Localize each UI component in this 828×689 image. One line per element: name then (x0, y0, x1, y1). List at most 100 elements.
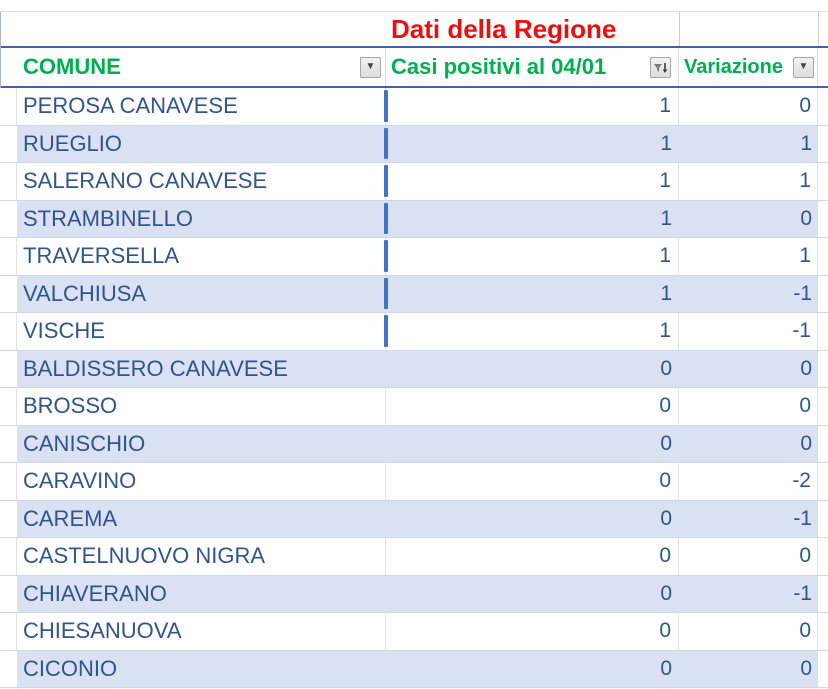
right-margin-cell (818, 501, 828, 538)
variazione-cell[interactable]: 0 (679, 538, 818, 575)
table-row: CHIAVERANO 0 -1 (0, 575, 828, 613)
comune-cell[interactable]: CICONIO (17, 650, 386, 687)
table-row: TRAVERSELLA 1 1 (0, 238, 828, 276)
table-row: BALDISSERO CANAVESE 0 0 (0, 350, 828, 388)
comune-cell[interactable]: TRAVERSELLA (17, 238, 386, 275)
casi-sort-filter-button[interactable] (650, 56, 671, 78)
casi-cell[interactable]: 1 (384, 200, 679, 237)
variazione-cell[interactable]: 0 (679, 88, 818, 125)
variazione-cell[interactable]: -1 (679, 275, 818, 312)
comune-name: CAREMA (23, 505, 118, 531)
comune-cell[interactable]: SALERANO CANAVESE (17, 163, 386, 200)
left-margin-cell (0, 201, 17, 238)
variazione-cell[interactable]: 0 (679, 425, 818, 462)
comune-cell[interactable]: PEROSA CANAVESE (17, 88, 386, 125)
sorted-descending-filter-icon (653, 60, 668, 75)
variazione-value: 0 (799, 94, 811, 118)
right-margin-cell (818, 126, 828, 163)
right-margin-cell (818, 576, 828, 613)
gridline (679, 0, 680, 46)
variazione-value: -2 (792, 469, 811, 493)
casi-cell[interactable]: 0 (386, 650, 679, 687)
variazione-cell[interactable]: 1 (679, 125, 818, 162)
variazione-cell[interactable]: 0 (679, 613, 818, 650)
casi-cell[interactable]: 0 (386, 425, 679, 462)
right-margin-cell (818, 613, 828, 650)
region-title-cell[interactable]: Dati della Regione (386, 12, 679, 46)
casi-value: 0 (659, 619, 671, 643)
left-margin-cell (0, 651, 17, 688)
region-title-row: Dati della Regione (0, 12, 828, 46)
comune-filter-button[interactable]: ▼ (360, 56, 381, 78)
variazione-cell[interactable]: -1 (679, 575, 818, 612)
comune-cell[interactable]: CAREMA (17, 500, 386, 537)
comune-name: SALERANO CANAVESE (23, 168, 268, 194)
variazione-filter-button[interactable]: ▼ (793, 56, 814, 78)
empty-cell[interactable] (17, 12, 386, 46)
comune-cell[interactable]: VALCHIUSA (17, 275, 386, 312)
variazione-value: -1 (793, 506, 812, 530)
comune-cell[interactable]: VISCHE (17, 313, 386, 350)
variazione-value: 0 (799, 544, 811, 568)
table-row: STRAMBINELLO 1 0 (0, 200, 828, 238)
left-margin-cell (0, 163, 17, 200)
variazione-cell[interactable]: 0 (679, 350, 818, 387)
casi-cell[interactable]: 0 (386, 388, 679, 425)
comune-cell[interactable]: CARAVINO (17, 463, 386, 500)
header-cell-casi[interactable]: Casi positivi al 04/01 (386, 48, 679, 86)
left-margin-cell (0, 613, 17, 650)
variazione-cell[interactable]: 1 (679, 238, 818, 275)
right-margin-cell (818, 313, 828, 350)
header-cell-variazione[interactable]: Variazione ▼ (679, 48, 818, 86)
casi-cell[interactable]: 0 (386, 613, 679, 650)
casi-value: 1 (659, 94, 671, 118)
table-row: CICONIO 0 0 (0, 650, 828, 688)
casi-cell[interactable]: 1 (384, 88, 679, 125)
variazione-cell[interactable]: -1 (679, 313, 818, 350)
casi-cell[interactable]: 1 (384, 238, 679, 275)
casi-cell[interactable]: 0 (386, 538, 679, 575)
left-margin-cell (0, 351, 17, 388)
comune-cell[interactable]: CHIESANUOVA (17, 613, 386, 650)
empty-cell[interactable] (679, 12, 818, 46)
comune-cell[interactable]: STRAMBINELLO (17, 200, 386, 237)
comune-cell[interactable]: CANISCHIO (17, 425, 386, 462)
casi-cell[interactable]: 0 (386, 500, 679, 537)
variazione-cell[interactable]: -2 (679, 463, 818, 500)
right-margin-cell (818, 351, 828, 388)
variazione-value: 0 (800, 431, 812, 455)
comune-name: BALDISSERO CANAVESE (23, 355, 288, 381)
comune-name: VISCHE (23, 318, 105, 344)
left-margin-cell (0, 426, 17, 463)
comune-cell[interactable]: RUEGLIO (17, 125, 386, 162)
comune-cell[interactable]: BALDISSERO CANAVESE (17, 350, 386, 387)
left-margin-cell (0, 501, 17, 538)
region-title: Dati della Regione (391, 13, 617, 44)
left-margin-cell (0, 276, 17, 313)
comune-cell[interactable]: BROSSO (17, 388, 386, 425)
comune-name: CARAVINO (23, 468, 137, 494)
variazione-cell[interactable]: 0 (679, 388, 818, 425)
data-bar (384, 277, 388, 309)
variazione-cell[interactable]: -1 (679, 500, 818, 537)
casi-cell[interactable]: 0 (386, 575, 679, 612)
comune-cell[interactable]: CASTELNUOVO NIGRA (17, 538, 386, 575)
casi-cell[interactable]: 0 (386, 350, 679, 387)
table-row: BROSSO 0 0 (0, 388, 828, 426)
comune-name: TRAVERSELLA (23, 243, 180, 269)
data-bar (384, 202, 388, 234)
empty-cell (0, 48, 17, 86)
variazione-cell[interactable]: 0 (679, 200, 818, 237)
casi-cell[interactable]: 1 (384, 275, 679, 312)
comune-name: PEROSA CANAVESE (23, 93, 238, 119)
variazione-cell[interactable]: 1 (679, 163, 818, 200)
right-margin-cell (818, 276, 828, 313)
casi-cell[interactable]: 0 (386, 463, 679, 500)
casi-cell[interactable]: 1 (384, 313, 679, 350)
header-cell-comune[interactable]: COMUNE ▼ (17, 48, 386, 86)
casi-cell[interactable]: 1 (384, 125, 679, 162)
variazione-cell[interactable]: 0 (679, 650, 818, 687)
casi-cell[interactable]: 1 (384, 163, 679, 200)
variazione-value: 1 (800, 131, 812, 155)
comune-cell[interactable]: CHIAVERANO (17, 575, 386, 612)
